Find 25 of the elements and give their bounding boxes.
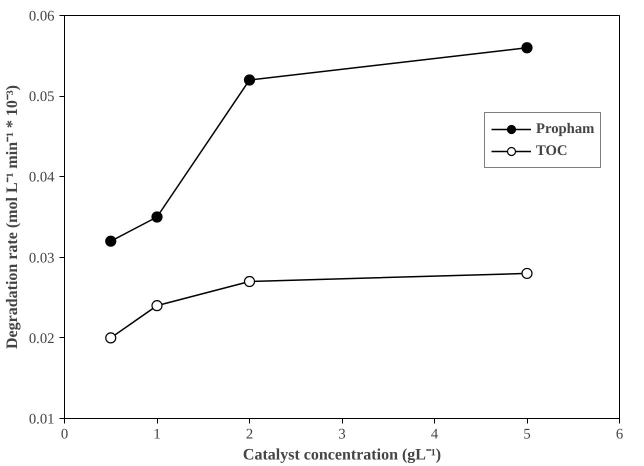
point — [105, 236, 116, 247]
x-tick-label: 5 — [523, 426, 531, 442]
y-tick-label: 0.03 — [28, 250, 55, 266]
point — [105, 332, 116, 344]
x-tick-label: 0 — [60, 426, 68, 442]
x-axis-title: Catalyst concentration (gL⁻¹) — [242, 446, 442, 464]
x-tick-label: 1 — [153, 426, 161, 442]
x-tick-label: 4 — [430, 426, 439, 442]
x-tick-label: 6 — [616, 426, 624, 442]
point — [151, 300, 163, 312]
y-axis-title: Degradation rate (mol L⁻¹ min⁻¹ * 10⁻³) — [4, 84, 21, 350]
point — [244, 74, 256, 86]
y-tick-label: 0.01 — [28, 412, 55, 428]
y-tick-label: 0.06 — [28, 8, 55, 24]
point — [244, 276, 256, 288]
legend-label: TOC — [536, 142, 568, 160]
legend-label: Propham — [536, 120, 594, 138]
point — [521, 42, 533, 54]
y-tick-label: 0.04 — [28, 170, 56, 186]
point — [151, 211, 163, 223]
x-tick-label: 2 — [246, 426, 254, 442]
y-tick-label: 0.05 — [28, 89, 55, 106]
x-tick-label: 3 — [338, 426, 346, 442]
y-tick-label: 0.02 — [28, 330, 55, 347]
point — [521, 268, 533, 280]
